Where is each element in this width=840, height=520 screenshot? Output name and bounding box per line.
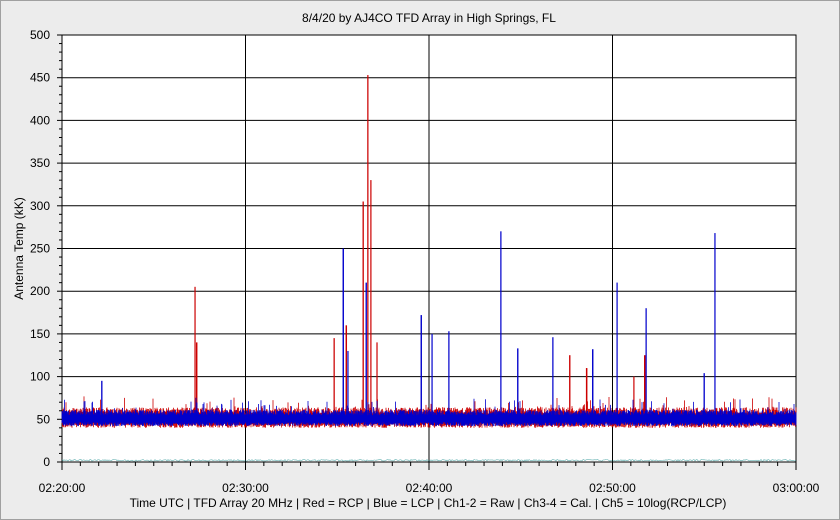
series-ch5 xyxy=(61,458,797,462)
y-tick-label: 100 xyxy=(30,370,50,384)
y-tick-label: 150 xyxy=(30,327,50,341)
x-tick-label: 02:40:00 xyxy=(406,481,453,495)
y-axis: 0 50 100 150 200 250 300 350 400 450 500 xyxy=(30,28,62,469)
x-tick-label: 02:30:00 xyxy=(222,481,269,495)
grid xyxy=(62,35,796,462)
series-lcp xyxy=(61,231,797,427)
y-axis-title: Antenna Temp (kK) xyxy=(12,197,26,300)
y-tick-label: 350 xyxy=(30,156,50,170)
x-tick-label: 02:20:00 xyxy=(39,481,86,495)
y-tick-label: 0 xyxy=(43,455,50,469)
y-tick-label: 450 xyxy=(30,71,50,85)
y-tick-label: 250 xyxy=(30,242,50,256)
x-tick-label: 02:50:00 xyxy=(589,481,636,495)
y-tick-label: 300 xyxy=(30,199,50,213)
x-axis-title: Time UTC | TFD Array 20 MHz | Red = RCP … xyxy=(130,496,727,510)
y-tick-label: 200 xyxy=(30,284,50,298)
y-tick-label: 50 xyxy=(37,412,51,426)
x-axis: 02:20:00 02:30:00 02:40:00 02:50:00 03:00:00 xyxy=(39,462,820,495)
y-tick-label: 400 xyxy=(30,113,50,127)
x-tick-label: 03:00:00 xyxy=(773,481,820,495)
y-tick-label: 500 xyxy=(30,28,50,42)
series-trace xyxy=(61,458,797,462)
chart-title: 8/4/20 by AJ4CO TFD Array in High Spring… xyxy=(302,11,556,25)
